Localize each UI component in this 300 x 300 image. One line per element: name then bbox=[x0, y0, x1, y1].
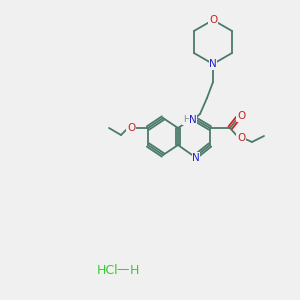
Text: O: O bbox=[127, 123, 135, 133]
Text: O: O bbox=[209, 15, 217, 25]
Text: H: H bbox=[129, 263, 139, 277]
Text: O: O bbox=[237, 133, 245, 143]
Text: —: — bbox=[117, 263, 129, 277]
Text: N: N bbox=[189, 115, 197, 125]
Text: N: N bbox=[192, 153, 200, 163]
Text: HCl: HCl bbox=[97, 263, 119, 277]
Text: N: N bbox=[209, 59, 217, 69]
Text: O: O bbox=[237, 111, 245, 121]
Text: H: H bbox=[183, 116, 189, 124]
